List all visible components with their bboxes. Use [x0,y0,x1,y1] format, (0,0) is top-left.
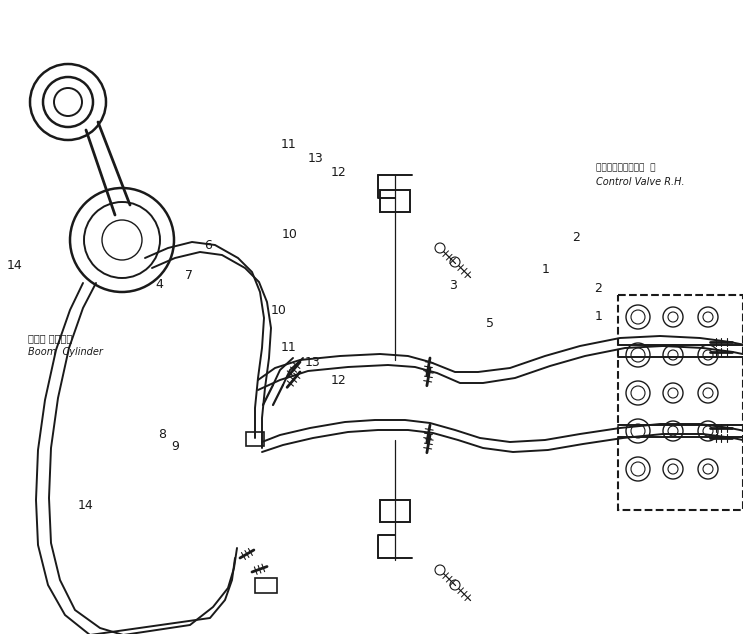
Text: 13: 13 [304,356,320,369]
Circle shape [435,243,445,253]
Text: 10: 10 [282,228,298,241]
Bar [380,190,410,212]
Text: 11: 11 [280,341,296,354]
Text: Boom  Cylinder: Boom Cylinder [28,347,103,357]
Circle shape [626,343,650,367]
Text: 8: 8 [158,428,166,441]
Circle shape [626,381,650,405]
Text: 10: 10 [270,304,287,317]
Circle shape [663,459,683,479]
Text: 14: 14 [7,259,23,271]
Text: 5: 5 [487,317,494,330]
Bar [255,578,277,593]
Circle shape [663,345,683,365]
Text: コントロールバルブ  右: コントロールバルブ 右 [596,164,655,172]
Bar [246,432,264,446]
Text: 12: 12 [330,374,346,387]
Circle shape [450,257,460,267]
Text: 2: 2 [594,282,602,295]
Text: 13: 13 [308,152,324,165]
Text: 3: 3 [450,279,457,292]
Text: 12: 12 [330,166,346,179]
Text: 2: 2 [572,231,580,244]
Text: 6: 6 [204,240,212,252]
Circle shape [30,64,106,140]
Text: 9: 9 [172,441,179,453]
Circle shape [698,459,718,479]
Text: 4: 4 [156,278,163,290]
Text: 14: 14 [77,500,94,512]
Text: 11: 11 [280,138,296,151]
Circle shape [435,565,445,575]
Text: Control Valve R.H.: Control Valve R.H. [596,177,684,187]
Circle shape [698,345,718,365]
Text: ブーム シリンダ: ブーム シリンダ [28,333,72,343]
Circle shape [626,457,650,481]
Circle shape [698,383,718,403]
Text: 1: 1 [542,263,550,276]
Text: 7: 7 [186,269,193,282]
Circle shape [663,307,683,327]
Bar [380,500,410,522]
Circle shape [450,580,460,590]
Circle shape [626,305,650,329]
Circle shape [663,383,683,403]
Circle shape [698,307,718,327]
Circle shape [70,188,174,292]
Text: 1: 1 [594,311,602,323]
Circle shape [663,421,683,441]
Circle shape [626,419,650,443]
Circle shape [698,421,718,441]
Bar [618,295,743,510]
